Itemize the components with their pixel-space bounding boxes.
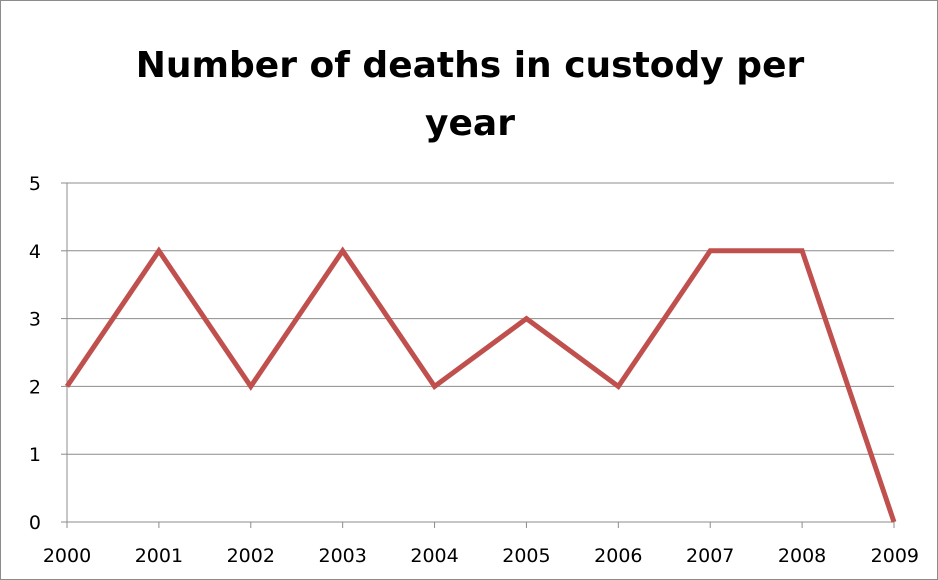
- x-tick-label-2001: 2001: [135, 545, 183, 567]
- x-tick-label-2008: 2008: [778, 545, 826, 567]
- x-tick-label-2007: 2007: [686, 545, 734, 567]
- x-tick-label-2005: 2005: [502, 545, 550, 567]
- chart-title: Number of deaths in custody per year: [1, 37, 938, 153]
- y-tick-label-5: 5: [29, 173, 41, 195]
- gridlines: [67, 182, 894, 455]
- series-layer: [64, 246, 897, 523]
- y-tick-label-1: 1: [29, 444, 41, 466]
- chart-title-text: Number of deaths in custody per year: [135, 45, 805, 144]
- y-tick-label-4: 4: [29, 241, 41, 263]
- tick-labels: 0 1 2 3 4 5 2000 2001 2002 2003 2004 2005 2006 2007 20…: [29, 173, 919, 567]
- y-tick-label-0: 0: [29, 512, 41, 534]
- x-tick-label-2006: 2006: [594, 545, 642, 567]
- x-tick-label-2002: 2002: [227, 545, 275, 567]
- axes: [61, 182, 895, 528]
- series-line-0: [64, 246, 897, 523]
- x-tick-label-2004: 2004: [410, 545, 458, 567]
- x-tick-label-2009: 2009: [871, 545, 919, 567]
- x-tick-label-2003: 2003: [318, 545, 366, 567]
- x-tick-label-2000: 2000: [43, 545, 91, 567]
- y-tick-label-2: 2: [29, 376, 41, 398]
- y-tick-label-3: 3: [29, 309, 41, 331]
